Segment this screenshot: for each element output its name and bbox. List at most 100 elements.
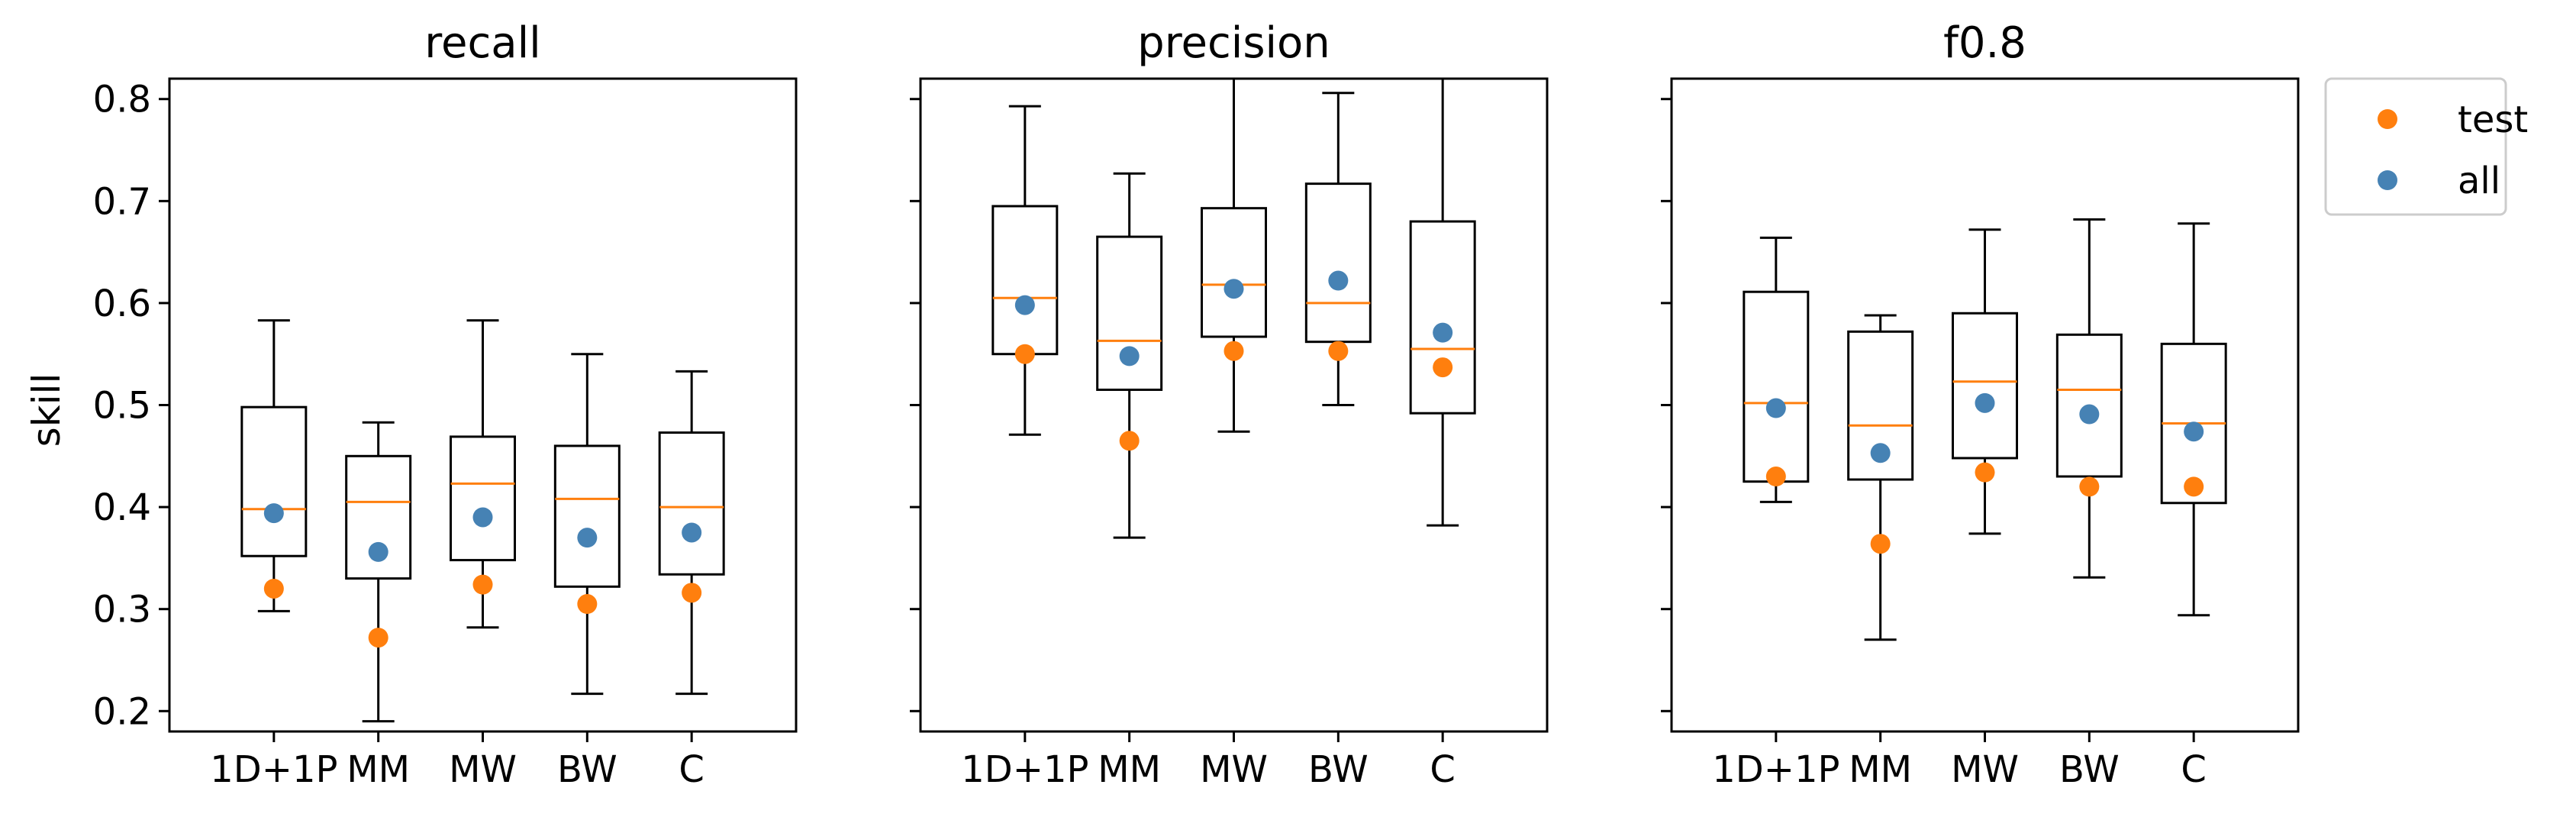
- panel-title: recall: [424, 18, 540, 68]
- x-tick-label: C: [2181, 748, 2207, 791]
- legend-label-test: test: [2458, 98, 2528, 141]
- iqr-box: [240, 405, 308, 557]
- x-tick-label: 1D+1P: [210, 748, 337, 791]
- x-tick-label: C: [1430, 748, 1456, 791]
- plot-area: [240, 319, 725, 723]
- panel-precision: precision 1D+1P MM MW BW C: [910, 18, 1549, 791]
- all-point: [682, 522, 702, 543]
- box-mm: [1847, 314, 1914, 641]
- plot-area: [1743, 218, 2227, 641]
- test-point: [1224, 341, 1244, 361]
- test-point: [2079, 476, 2100, 497]
- axes-frame: [1670, 77, 2300, 733]
- box-mw: [1201, 79, 1267, 433]
- all-point: [1119, 346, 1140, 367]
- test-point: [682, 583, 702, 603]
- iqr-box: [450, 435, 516, 562]
- legend-marker-test: [2378, 109, 2397, 129]
- test-point: [2184, 476, 2204, 497]
- all-point: [1328, 270, 1349, 291]
- y-axis-label: skill: [24, 373, 69, 447]
- test-point: [1765, 467, 1786, 487]
- test-point: [1975, 462, 1995, 483]
- box-bw: [553, 353, 621, 696]
- x-tick-label: BW: [2059, 748, 2120, 791]
- test-point: [1433, 357, 1453, 378]
- y-axis-label-group: skill: [24, 373, 69, 447]
- iqr-box: [1743, 290, 1810, 483]
- x-tick-label: MM: [1098, 748, 1161, 791]
- all-point: [1975, 392, 1995, 413]
- test-point: [368, 628, 388, 648]
- iqr-box: [1201, 207, 1267, 338]
- all-point: [1765, 398, 1786, 418]
- all-point: [2184, 421, 2204, 442]
- panel-title: f0.8: [1943, 18, 2026, 68]
- legend: test all: [2324, 77, 2528, 216]
- x-tick-label: MM: [347, 748, 410, 791]
- all-point: [472, 507, 493, 528]
- all-point: [1870, 443, 1891, 463]
- all-point: [2079, 404, 2100, 425]
- iqr-box: [1409, 220, 1476, 415]
- iqr-box: [2055, 333, 2123, 478]
- test-point: [1014, 344, 1035, 364]
- test-point: [1119, 431, 1140, 451]
- test-point: [577, 594, 598, 615]
- y-tick-label: 0.5: [93, 385, 151, 428]
- box-bw: [2055, 218, 2123, 579]
- test-point: [1870, 534, 1891, 554]
- box-mw: [1952, 228, 2018, 535]
- y-tick-label: 0.4: [93, 486, 151, 529]
- x-tick-label: 1D+1P: [1712, 748, 1839, 791]
- x-tick-label: MW: [449, 748, 517, 791]
- x-tick-label: C: [679, 748, 704, 791]
- iqr-box: [658, 431, 725, 576]
- box-mm: [1096, 172, 1163, 539]
- box-1d-1p: [991, 105, 1059, 436]
- test-point: [263, 578, 284, 599]
- iqr-box: [1952, 312, 2018, 460]
- all-point: [1433, 322, 1453, 343]
- panel-recall: recall 0.2 0.3 0.4 0.5 0.6 0.7 0.8 1D+1P MM MW BW C: [93, 18, 798, 791]
- x-tick-label: BW: [1308, 748, 1369, 791]
- y-tick-label: 0.6: [93, 283, 151, 325]
- y-tick-label: 0.3: [93, 589, 151, 631]
- y-tick-label: 0.8: [93, 79, 151, 121]
- test-point: [1328, 341, 1349, 361]
- all-point: [577, 528, 598, 548]
- axes-frame: [919, 77, 1549, 733]
- iqr-box: [1847, 330, 1914, 481]
- legend-frame: [2324, 77, 2507, 216]
- legend-marker-all: [2378, 170, 2397, 190]
- box-mm: [345, 421, 412, 723]
- y-tick-label: 0.2: [93, 690, 151, 733]
- box-c: [2160, 222, 2227, 617]
- box-1d-1p: [240, 319, 308, 612]
- legend-label-all: all: [2458, 160, 2500, 202]
- all-point: [263, 503, 284, 524]
- panel-title: precision: [1137, 18, 1330, 68]
- all-point: [368, 541, 388, 562]
- x-tick-label: BW: [557, 748, 617, 791]
- iqr-box: [553, 444, 621, 588]
- x-tick-label: MW: [1951, 748, 2019, 791]
- x-tick-label: 1D+1P: [961, 748, 1088, 791]
- plot-area: [991, 79, 1476, 539]
- box-mw: [450, 319, 516, 629]
- axes-frame: [168, 77, 798, 733]
- x-tick-label: MM: [1849, 748, 1912, 791]
- iqr-box: [345, 454, 412, 580]
- box-1d-1p: [1743, 236, 1810, 503]
- iqr-box: [991, 205, 1059, 356]
- all-point: [1014, 295, 1035, 315]
- all-point: [1224, 279, 1244, 299]
- iqr-box: [1096, 235, 1163, 391]
- panel-f0-8: f0.8 1D+1P MM MW BW C: [1661, 18, 2300, 791]
- box-c: [1409, 79, 1476, 527]
- x-tick-label: MW: [1200, 748, 1268, 791]
- y-tick-label: 0.7: [93, 180, 151, 223]
- iqr-box: [1304, 182, 1372, 344]
